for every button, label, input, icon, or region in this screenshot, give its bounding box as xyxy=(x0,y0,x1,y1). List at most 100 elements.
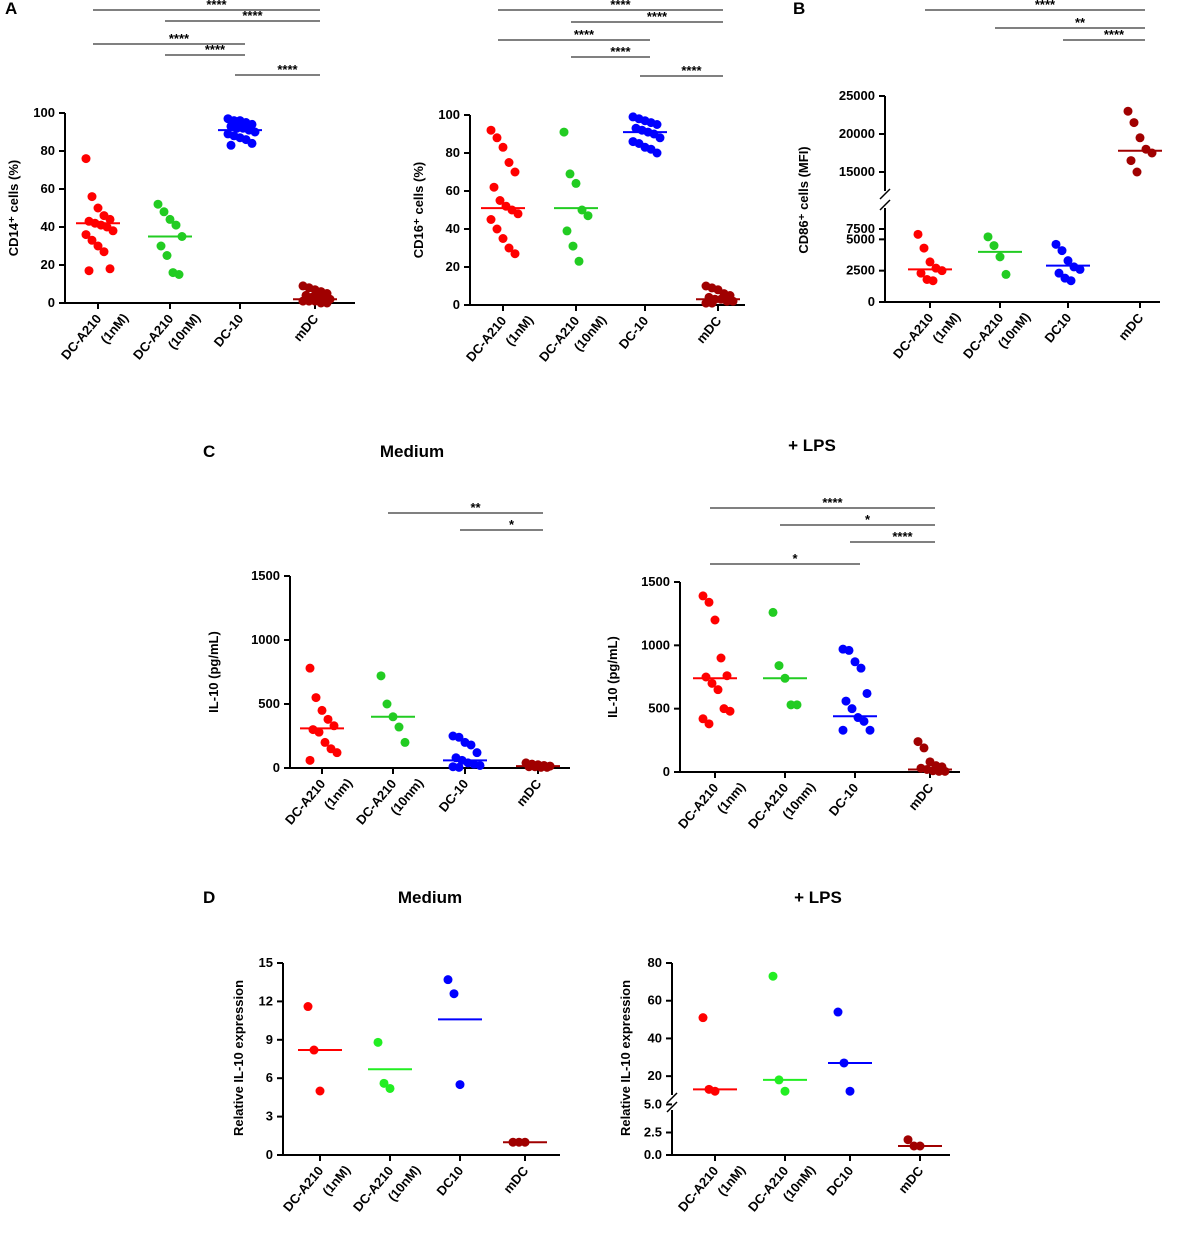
y-tick-label: 100 xyxy=(438,107,460,122)
y-tick-label: 2500 xyxy=(846,263,875,278)
significance-label: * xyxy=(865,512,871,527)
x-tick-label: DC-A210(1nm) xyxy=(675,779,748,831)
data-point xyxy=(226,140,236,150)
data-point xyxy=(850,657,860,667)
x-tick-label-line: mDC xyxy=(290,311,321,344)
data-point xyxy=(174,270,184,279)
data-point xyxy=(156,241,166,251)
x-tick-label-line: (1nM) xyxy=(714,1162,748,1198)
x-tick-label: DC-A210(1nM) xyxy=(463,312,536,364)
data-point xyxy=(856,663,866,673)
y-tick-label: 0 xyxy=(453,297,460,312)
y-tick-label: 80 xyxy=(41,143,55,158)
significance-label: **** xyxy=(610,0,631,12)
data-point xyxy=(728,296,738,306)
data-point xyxy=(707,678,717,688)
x-tick-label: DC-A210(1nM) xyxy=(890,309,963,361)
data-point xyxy=(919,243,929,253)
x-tick-label: DC-A210(10nM) xyxy=(536,312,609,364)
chart-title: + LPS xyxy=(788,436,836,455)
data-point xyxy=(1135,133,1145,143)
y-tick-label: 2.5 xyxy=(644,1125,662,1140)
data-point xyxy=(81,230,91,240)
data-point xyxy=(247,138,257,148)
y-tick-label: 100 xyxy=(33,105,55,120)
data-point xyxy=(838,725,848,735)
data-point xyxy=(385,1083,395,1093)
y-tick-label: 40 xyxy=(41,219,55,234)
data-point xyxy=(498,234,508,243)
x-tick-label: DC10 xyxy=(823,1163,856,1198)
data-point xyxy=(105,214,115,224)
y-axis-label: Relative IL-10 expression xyxy=(231,980,246,1136)
data-point xyxy=(847,704,857,714)
data-point xyxy=(713,685,723,695)
x-tick-label-line: DC10 xyxy=(433,1163,466,1198)
data-point xyxy=(844,645,854,655)
significance-label: **** xyxy=(169,31,190,46)
y-tick-label: 0 xyxy=(663,764,670,779)
x-tick-label: DC-10 xyxy=(211,311,247,349)
data-point xyxy=(311,693,321,703)
significance-label: **** xyxy=(205,42,226,57)
data-point xyxy=(108,226,118,236)
data-point xyxy=(655,133,665,143)
data-point xyxy=(725,706,735,716)
data-point xyxy=(489,182,499,192)
data-point xyxy=(652,120,662,129)
x-tick-label-line: (1nM) xyxy=(502,312,536,348)
x-tick-label: DC-10 xyxy=(616,313,652,351)
significance-label: **** xyxy=(242,8,263,23)
data-point xyxy=(305,755,315,765)
x-tick-label: mDC xyxy=(290,311,321,344)
significance-label: **** xyxy=(681,63,702,78)
y-tick-label: 60 xyxy=(41,181,55,196)
data-point xyxy=(565,169,575,179)
x-tick-label: DC-A210(10nm) xyxy=(353,775,426,827)
y-tick-label: 0 xyxy=(266,1147,273,1162)
data-point xyxy=(153,199,163,209)
data-point xyxy=(454,762,464,772)
data-point xyxy=(710,615,720,625)
data-point xyxy=(93,203,103,213)
data-point xyxy=(159,207,169,217)
data-point xyxy=(376,671,386,681)
significance-label: * xyxy=(792,551,798,566)
y-axis-label: CD16⁺ cells (%) xyxy=(411,162,426,258)
data-point xyxy=(93,241,103,251)
x-tick-label: mDC xyxy=(500,1163,531,1196)
data-point xyxy=(475,760,485,770)
y-tick-label: 0 xyxy=(48,295,55,310)
x-tick-label-line: (1nm) xyxy=(714,779,748,816)
x-tick-label-line: mDC xyxy=(513,776,544,809)
significance-label: * xyxy=(509,517,515,532)
data-point xyxy=(841,696,851,706)
y-tick-label: 1000 xyxy=(641,637,670,652)
data-point xyxy=(87,235,97,245)
significance-label: ** xyxy=(470,500,481,515)
data-point xyxy=(322,298,332,308)
y-tick-label: 0 xyxy=(868,294,875,309)
significance-label: **** xyxy=(206,0,227,12)
data-point xyxy=(983,232,993,242)
data-point xyxy=(704,719,714,729)
data-point xyxy=(99,247,109,257)
y-tick-label: 40 xyxy=(446,221,460,236)
data-point xyxy=(1126,156,1136,166)
y-axis-label: IL-10 (pg/mL) xyxy=(206,631,221,713)
y-tick-label: 25000 xyxy=(839,88,875,103)
data-point xyxy=(768,971,778,981)
data-point xyxy=(925,257,935,267)
data-point xyxy=(510,249,520,259)
data-point xyxy=(913,229,923,239)
data-point xyxy=(859,716,869,726)
data-point xyxy=(562,226,572,236)
data-point xyxy=(913,737,923,747)
data-point xyxy=(916,268,926,278)
data-point xyxy=(710,1086,720,1096)
data-point xyxy=(492,224,502,234)
x-tick-label: DC-A210(1nM) xyxy=(58,310,131,362)
panel-letter: B xyxy=(793,0,805,18)
x-tick-label-line: DC-10 xyxy=(826,780,862,818)
